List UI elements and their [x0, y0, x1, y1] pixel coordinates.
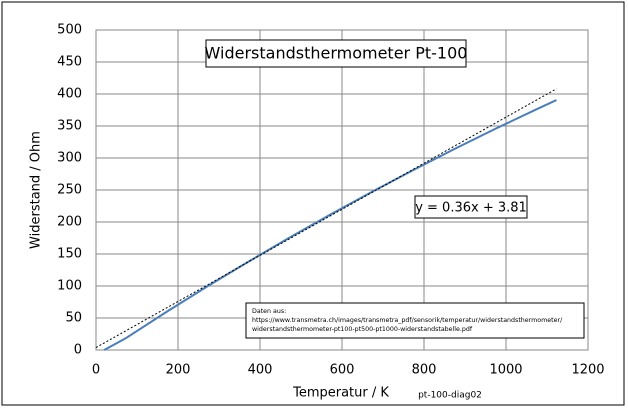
- y-tick-label: 450: [57, 55, 82, 70]
- equation-box: [414, 195, 528, 219]
- x-tick-label: 600: [330, 363, 355, 378]
- data-line: [103, 99, 557, 351]
- trendline: [95, 88, 557, 348]
- y-tick-label: 250: [57, 183, 82, 198]
- y-tick-label: 300: [57, 151, 82, 166]
- plot-area: [95, 29, 589, 351]
- x-tick-label: 800: [412, 363, 437, 378]
- footnote: pt-100-diag02: [418, 391, 482, 401]
- x-tick-label: 0: [92, 363, 100, 378]
- x-tick-label: 200: [166, 363, 191, 378]
- y-tick-label: 100: [57, 279, 82, 294]
- x-axis-label: Temperatur / K: [292, 386, 389, 401]
- source-text: https://www.transmetra.ch/images/transme…: [252, 317, 563, 324]
- source-box: [245, 302, 585, 339]
- y-tick-label: 350: [57, 119, 82, 134]
- x-tick-label: 1000: [489, 363, 522, 378]
- chart-title: Widerstandsthermometer Pt-100: [205, 44, 468, 63]
- x-tick-label: 400: [248, 363, 273, 378]
- y-tick-label: 50: [65, 311, 82, 326]
- equation-label: y = 0.36x + 3.81: [415, 201, 527, 216]
- y-tick-label: 150: [57, 247, 82, 262]
- x-tick-label: 1200: [571, 363, 604, 378]
- source-text: Daten aus:: [252, 308, 286, 315]
- title-box: [205, 39, 467, 68]
- y-tick-label: 200: [57, 215, 82, 230]
- y-tick-label: 0: [74, 343, 82, 358]
- y-tick-label: 400: [57, 87, 82, 102]
- y-axis-label: Widerstand / Ohm: [29, 131, 44, 249]
- source-text: widerstandsthermometer-pt100-pt500-pt100…: [252, 326, 473, 333]
- y-tick-label: 500: [57, 23, 82, 38]
